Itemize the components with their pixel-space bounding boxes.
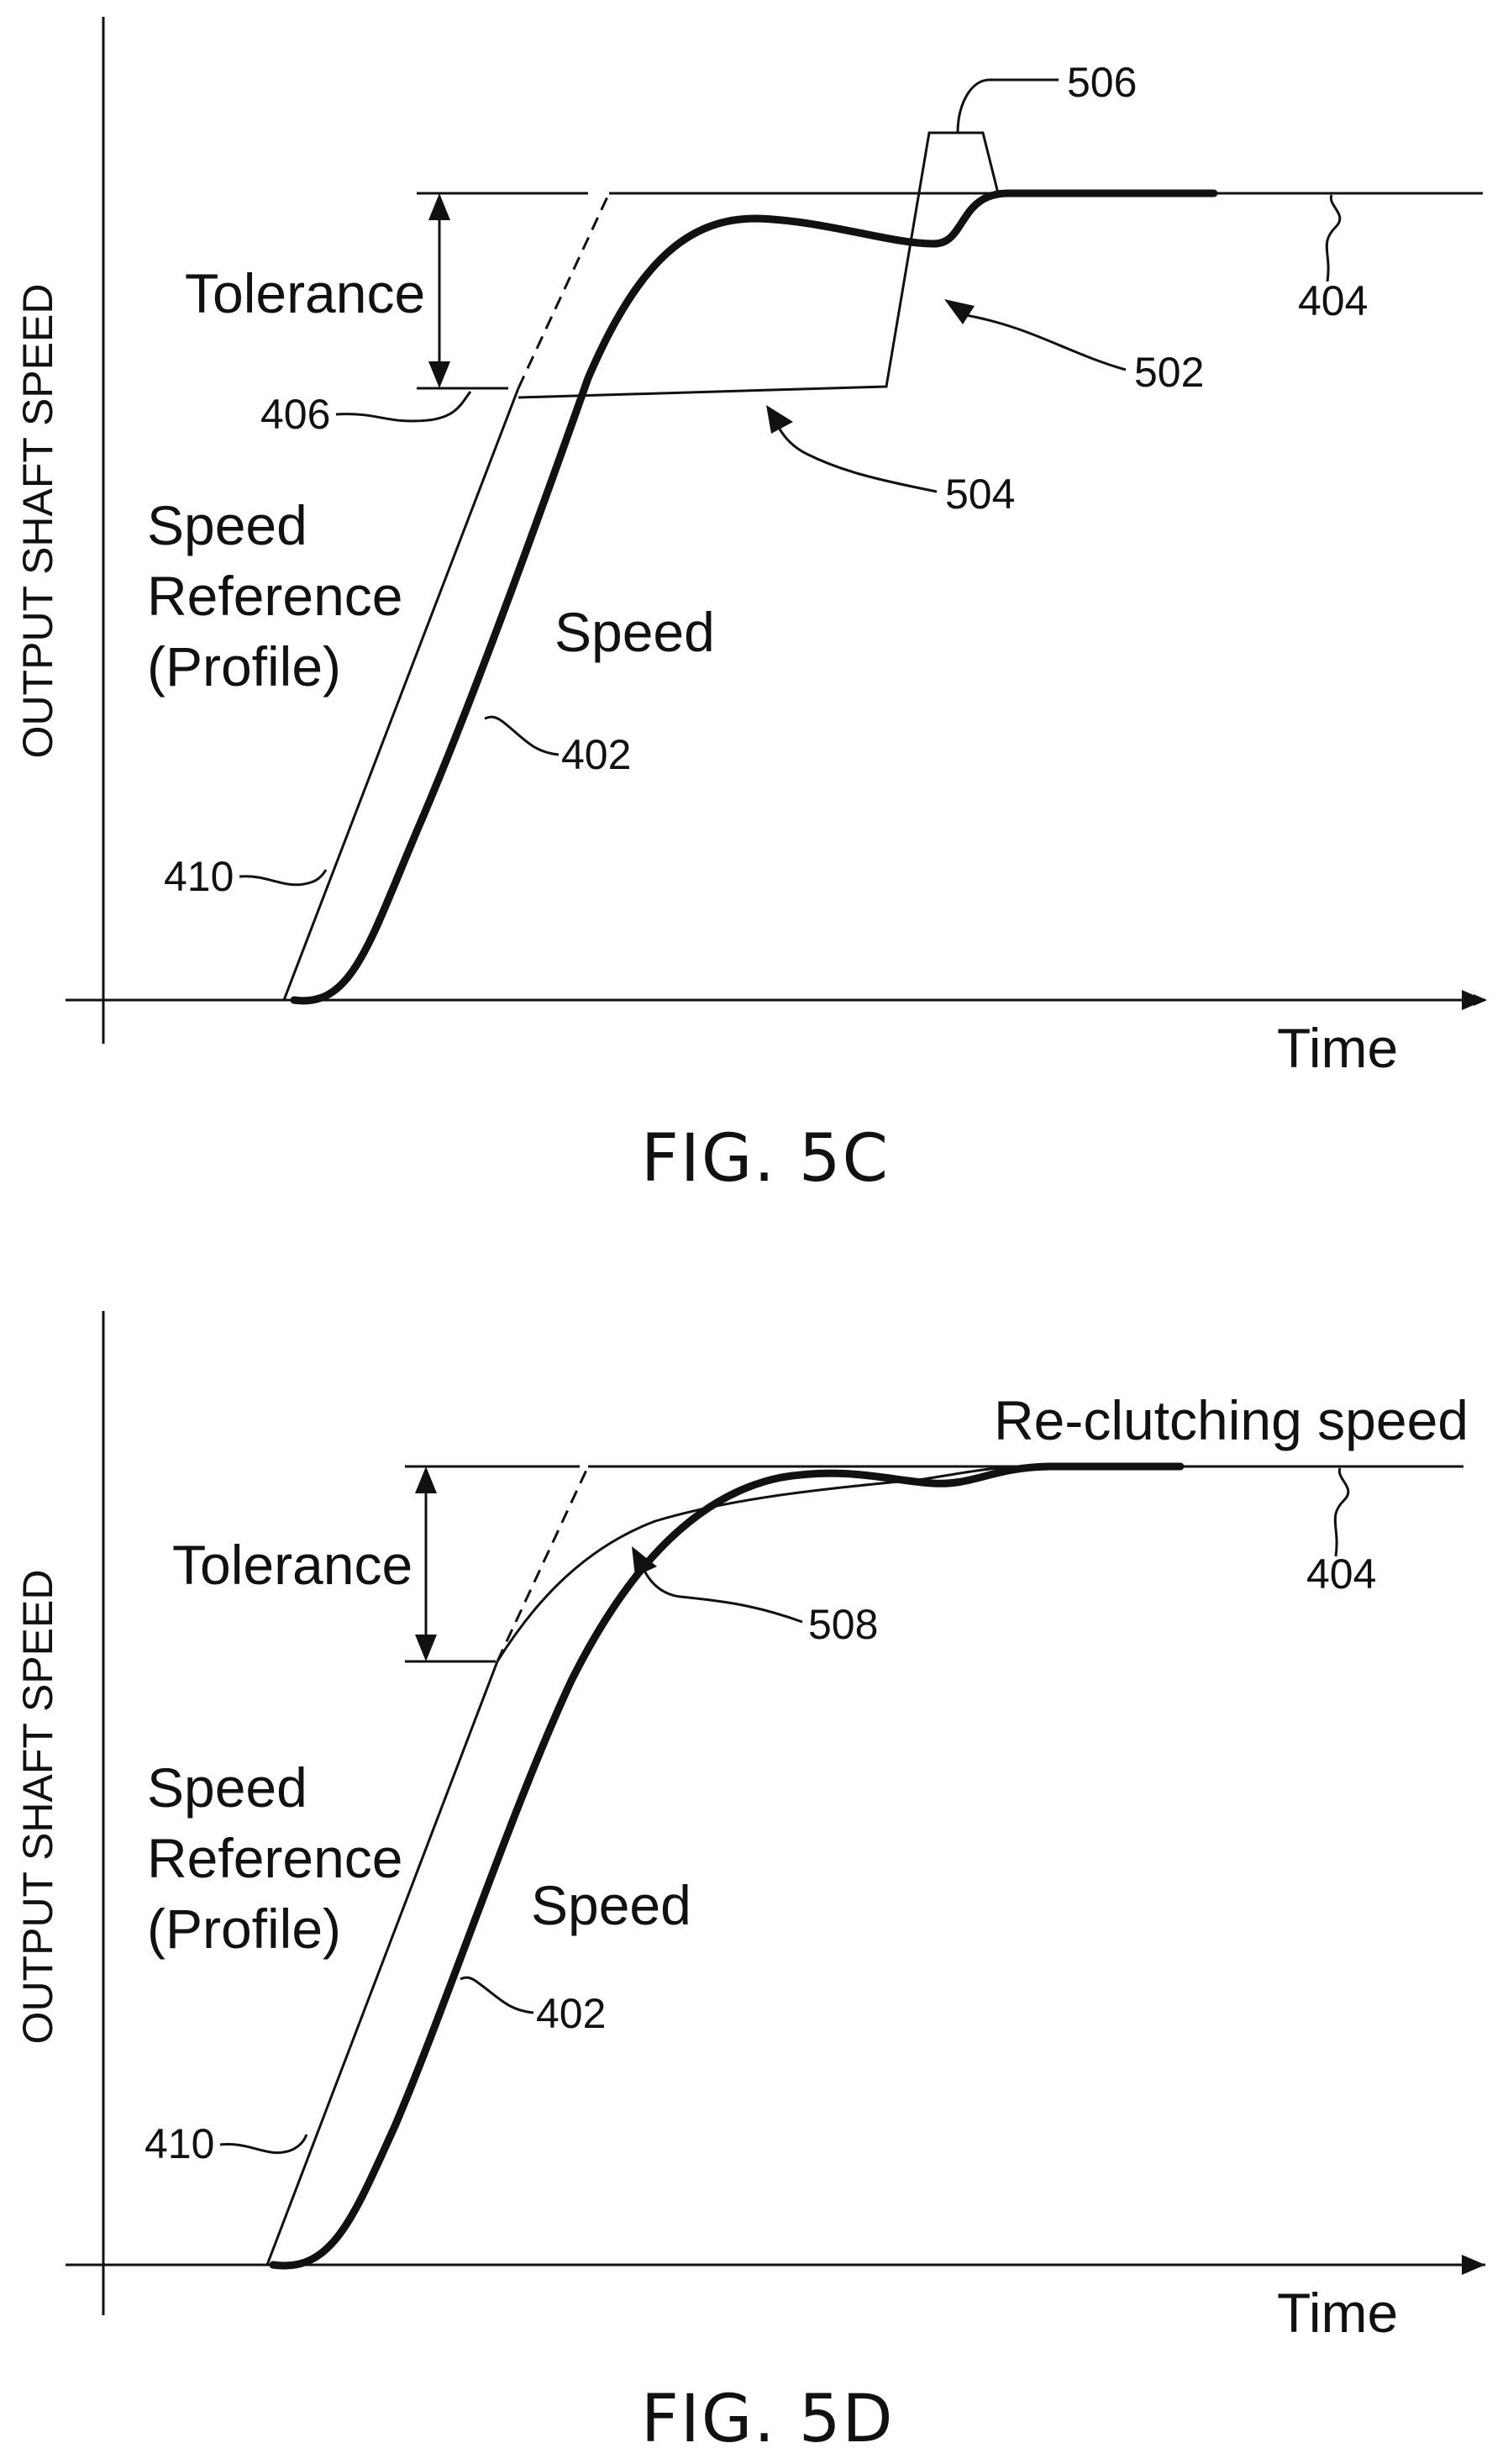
figure-caption: FIG. 5C <box>641 1121 890 1197</box>
ref-504: 504 <box>945 471 1015 518</box>
leader-502 <box>965 313 1127 371</box>
speed-curve <box>269 1462 1185 2270</box>
ref-502: 502 <box>1134 349 1204 396</box>
tolerance-arrow-up <box>415 1466 437 1493</box>
ref-406: 406 <box>260 391 330 438</box>
leader-506 <box>956 78 1059 134</box>
reference-label-3: (Profile) <box>147 635 341 698</box>
leader-404 <box>1333 1467 1350 1557</box>
arrowhead-504 <box>766 405 793 434</box>
y-axis-label: OUTPUT SHAFT SPEED <box>14 284 61 759</box>
figure-5c: OUTPUT SHAFT SPEED Time Tolerance Speed … <box>14 17 1487 1197</box>
leader-504 <box>775 424 938 493</box>
y-axis-label: OUTPUT SHAFT SPEED <box>14 1570 61 2045</box>
ref-506: 506 <box>1067 59 1137 106</box>
tolerance-label: Tolerance <box>172 1534 412 1596</box>
x-axis-label: Time <box>1277 2282 1398 2344</box>
ref-410: 410 <box>144 2120 214 2167</box>
tolerance-band-504 <box>518 131 1000 399</box>
ref-404: 404 <box>1298 277 1368 324</box>
figure-5d: OUTPUT SHAFT SPEED Time Re-clutching spe… <box>14 1311 1485 2457</box>
reference-label-2: Reference <box>147 565 403 627</box>
reference-label-1: Speed <box>147 1756 307 1819</box>
tolerance-arrow-down <box>428 361 450 388</box>
tolerance-label: Tolerance <box>185 262 425 324</box>
arrowhead-508 <box>632 1546 657 1577</box>
tolerance-curve-508 <box>496 1465 1026 1662</box>
reference-dashed-segment <box>496 1466 590 1662</box>
speed-reference-profile <box>265 1661 499 2266</box>
x-axis-label: Time <box>1277 1017 1398 1079</box>
x-axis-arrowhead <box>1462 990 1485 1010</box>
figure-caption: FIG. 5D <box>641 2382 895 2457</box>
reference-dashed-segment <box>517 192 611 389</box>
ref-410: 410 <box>164 853 234 900</box>
ref-508: 508 <box>808 1601 878 1648</box>
x-axis-arrowhead <box>1462 2255 1485 2275</box>
ref-402: 402 <box>561 731 631 778</box>
leader-410 <box>219 2134 308 2155</box>
reference-label-3: (Profile) <box>147 1898 341 1960</box>
leader-402 <box>484 715 560 756</box>
arrowhead-502 <box>944 299 975 324</box>
reference-label-2: Reference <box>147 1827 403 1889</box>
speed-label: Speed <box>531 1874 691 1936</box>
speed-curve <box>290 189 1218 1005</box>
leader-508 <box>641 1566 803 1624</box>
leader-402 <box>460 1976 534 2014</box>
speed-label: Speed <box>554 601 715 663</box>
reclutching-speed-label: Re-clutching speed <box>994 1389 1469 1451</box>
leader-410 <box>239 869 328 887</box>
tolerance-arrow-down <box>415 1635 437 1661</box>
leader-404 <box>1325 194 1342 282</box>
ref-404: 404 <box>1306 1551 1376 1598</box>
leader-406 <box>335 391 472 423</box>
speed-reference-profile <box>282 387 520 1001</box>
tolerance-arrow-up <box>428 193 450 220</box>
reference-label-1: Speed <box>147 494 307 556</box>
ref-402: 402 <box>536 1990 606 2037</box>
